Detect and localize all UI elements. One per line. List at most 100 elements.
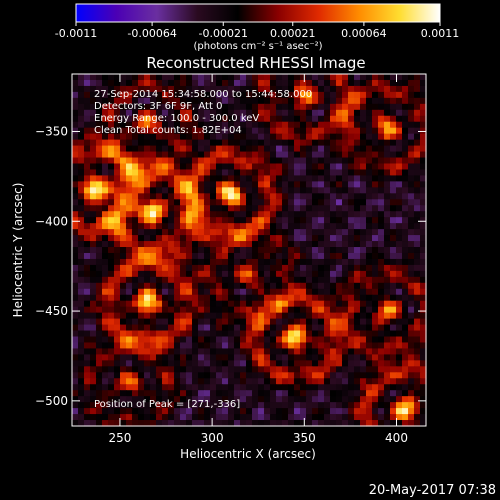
- heatmap-cell: [396, 414, 403, 421]
- heatmap-cell: [348, 258, 355, 266]
- heatmap-cell: [108, 193, 115, 200]
- heatmap-cell: [102, 414, 109, 421]
- heatmap-cell: [402, 175, 409, 182]
- heatmap-cell: [150, 133, 157, 141]
- heatmap-cell: [216, 247, 223, 254]
- colorbar-tick-label: 0.00021: [270, 27, 316, 40]
- heatmap-cell: [414, 336, 421, 344]
- heatmap-cell: [354, 342, 361, 350]
- heatmap-cell: [204, 384, 211, 391]
- heatmap-cell: [294, 402, 301, 409]
- heatmap-cell: [222, 372, 229, 379]
- heatmap-cell: [396, 336, 403, 344]
- heatmap-cell: [114, 175, 121, 182]
- heatmap-cell: [402, 348, 409, 356]
- heatmap-cell: [384, 288, 391, 296]
- heatmap-cell: [288, 324, 295, 332]
- heatmap-cell: [312, 264, 319, 272]
- heatmap-cell: [384, 127, 391, 135]
- heatmap-cell: [348, 324, 355, 332]
- heatmap-cell: [132, 145, 139, 153]
- heatmap-cell: [126, 235, 133, 242]
- heatmap-cell: [78, 241, 85, 248]
- heatmap-cell: [288, 151, 295, 159]
- heatmap-cell: [342, 318, 349, 326]
- heatmap-cell: [144, 348, 151, 356]
- heatmap-cell: [336, 372, 343, 379]
- heatmap-cell: [228, 175, 235, 182]
- heatmap-cell: [216, 312, 223, 320]
- heatmap-cell: [294, 91, 301, 99]
- heatmap-cell: [258, 229, 265, 236]
- heatmap-cell: [222, 396, 229, 403]
- heatmap-cell: [252, 79, 259, 87]
- heatmap-cell: [300, 252, 307, 260]
- heatmap-cell: [204, 193, 211, 200]
- heatmap-cell: [234, 241, 241, 248]
- heatmap-cell: [138, 103, 145, 111]
- heatmap-cell: [72, 282, 79, 290]
- heatmap-cell: [246, 258, 253, 266]
- heatmap-cell: [204, 235, 211, 242]
- heatmap-cell: [306, 264, 313, 272]
- heatmap-cell: [90, 217, 97, 224]
- heatmap-cell: [420, 372, 427, 379]
- heatmap-cell: [390, 354, 397, 361]
- heatmap-cell: [198, 354, 205, 361]
- heatmap-cell: [150, 127, 157, 135]
- heatmap-cell: [114, 402, 121, 409]
- heatmap-cell: [144, 181, 151, 188]
- heatmap-cell: [114, 336, 121, 344]
- heatmap-cell: [330, 396, 337, 403]
- heatmap-cell: [102, 115, 109, 123]
- heatmap-cell: [378, 282, 385, 290]
- heatmap-cell: [210, 211, 217, 218]
- heatmap-cell: [354, 312, 361, 320]
- heatmap-cell: [312, 187, 319, 194]
- heatmap-cell: [162, 145, 169, 153]
- heatmap-cell: [96, 121, 103, 129]
- heatmap-cell: [78, 360, 85, 367]
- heatmap-cell: [258, 163, 265, 171]
- heatmap-cell: [252, 247, 259, 254]
- heatmap-cell: [72, 336, 79, 344]
- heatmap-cell: [318, 318, 325, 326]
- heatmap-cell: [402, 276, 409, 284]
- heatmap-cell: [174, 205, 181, 212]
- heatmap-cell: [132, 163, 139, 171]
- heatmap-cell: [156, 163, 163, 171]
- heatmap-cell: [186, 85, 193, 93]
- heatmap-cell: [336, 97, 343, 105]
- heatmap-cell: [300, 300, 307, 308]
- heatmap-cell: [90, 408, 97, 415]
- heatmap-cell: [198, 175, 205, 182]
- heatmap-cell: [384, 258, 391, 266]
- heatmap-cell: [228, 223, 235, 230]
- heatmap-cell: [234, 157, 241, 165]
- heatmap-cell: [186, 181, 193, 188]
- heatmap-cell: [270, 187, 277, 194]
- heatmap-cell: [102, 348, 109, 356]
- heatmap-cell: [174, 127, 181, 135]
- heatmap-cell: [90, 85, 97, 93]
- heatmap-cell: [414, 109, 421, 117]
- heatmap-cell: [300, 420, 307, 427]
- heatmap-cell: [246, 318, 253, 326]
- heatmap-cell: [294, 109, 301, 117]
- heatmap-cell: [180, 241, 187, 248]
- heatmap-cell: [216, 181, 223, 188]
- heatmap-cell: [78, 109, 85, 117]
- heatmap-cell: [420, 264, 427, 272]
- heatmap-cell: [330, 384, 337, 391]
- heatmap-cell: [336, 127, 343, 135]
- heatmap-cell: [102, 306, 109, 314]
- heatmap-cell: [234, 211, 241, 218]
- heatmap-cell: [300, 181, 307, 188]
- heatmap-cell: [96, 252, 103, 260]
- heatmap-cell: [372, 235, 379, 242]
- heatmap-cell: [216, 330, 223, 338]
- heatmap-cell: [264, 79, 271, 87]
- heatmap-cell: [366, 396, 373, 403]
- heatmap-cell: [282, 360, 289, 367]
- heatmap-cell: [114, 187, 121, 194]
